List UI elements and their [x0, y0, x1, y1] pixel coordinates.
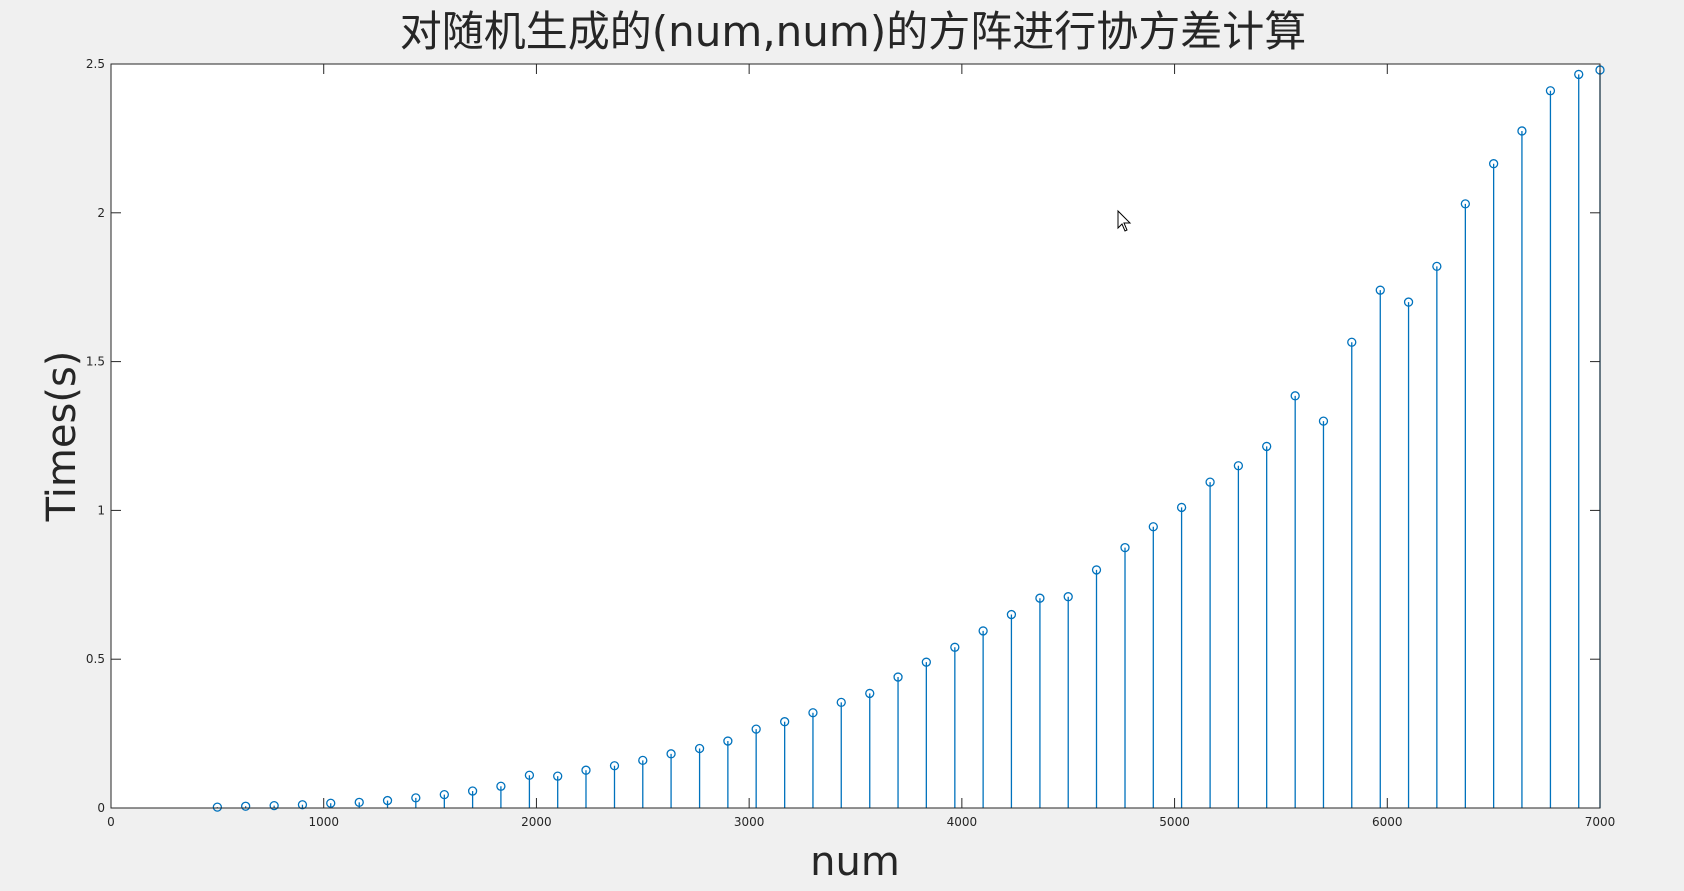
y-tick-label: 1.5	[86, 355, 105, 369]
stem-marker	[1262, 441, 1272, 452]
stem-marker	[609, 761, 620, 771]
stem-marker	[1517, 126, 1527, 136]
y-axis-label: Times(s)	[39, 351, 85, 523]
y-tick-label: 0.5	[86, 652, 105, 666]
stem-marker	[524, 770, 535, 780]
stem-marker	[666, 749, 676, 759]
x-tick-label: 5000	[1159, 815, 1190, 829]
stem-marker	[1347, 337, 1357, 347]
y-tick-label: 0	[97, 801, 105, 815]
stem-marker	[1290, 391, 1300, 401]
stem-marker	[893, 672, 903, 682]
x-axis-label: num	[810, 839, 900, 885]
stem-marker	[297, 800, 308, 810]
y-tick-label: 2	[97, 206, 105, 220]
stem-marker	[978, 626, 988, 636]
x-tick-label: 4000	[947, 815, 978, 829]
x-axis-ticks: 0 1000 2000 3000 4000 5000 6000 7000	[107, 64, 1615, 829]
stem-marker	[240, 801, 251, 811]
stem-marker	[780, 717, 790, 727]
stem-marker	[1063, 592, 1073, 602]
axes-box	[110, 63, 1601, 809]
stem-marker	[1574, 69, 1584, 80]
stem-marker	[1545, 86, 1556, 96]
stem-marker	[1432, 261, 1442, 272]
stem-marker	[1205, 477, 1215, 487]
stem-marker	[865, 688, 875, 699]
stem-marker	[1176, 502, 1187, 513]
y-tick-label: 1	[97, 503, 105, 517]
stem-marker	[723, 736, 733, 746]
stem-marker	[694, 743, 705, 754]
stem-marker	[638, 755, 648, 766]
stem-marker	[808, 708, 818, 718]
stem-marker	[1233, 461, 1244, 471]
stem-marker	[553, 771, 563, 781]
y-tick-label: 2.5	[86, 57, 105, 71]
stem-marker	[382, 795, 393, 806]
stem-marker	[212, 802, 223, 812]
stem-marker	[1460, 199, 1471, 209]
stem-marker	[1006, 609, 1017, 620]
stem-marker	[950, 642, 960, 652]
stem-marker	[467, 786, 478, 796]
stem-marker	[411, 793, 421, 803]
plot-area	[111, 64, 1600, 808]
stem-marker	[326, 798, 336, 808]
stem-marker	[921, 657, 931, 667]
x-tick-label: 3000	[734, 815, 765, 829]
stem-marker	[1403, 297, 1414, 307]
stem-marker	[1035, 593, 1045, 603]
x-tick-label: 6000	[1372, 815, 1403, 829]
mouse-cursor-icon	[1117, 209, 1132, 232]
stem-marker	[1148, 522, 1158, 532]
x-tick-label: 1000	[308, 815, 339, 829]
stem-marker	[496, 781, 506, 791]
x-tick-label: 2000	[521, 815, 552, 829]
stem-marker	[581, 765, 591, 775]
stem-marker	[269, 800, 279, 811]
y-axis-ticks: 0 0.5 1 1.5 2 2.5	[86, 57, 1600, 815]
stem-marker	[1375, 285, 1385, 295]
stem-marker	[836, 697, 846, 708]
stem-marker	[1091, 565, 1102, 575]
x-tick-label: 0	[107, 815, 115, 829]
x-tick-label: 7000	[1585, 815, 1616, 829]
chart-title: 对随机生成的(num,num)的方阵进行协方差计算	[400, 7, 1306, 56]
stem-series	[212, 65, 1605, 812]
stem-marker	[1318, 416, 1329, 426]
stem-marker	[439, 789, 449, 800]
stem-marker	[354, 797, 364, 807]
stem-marker	[1120, 542, 1130, 553]
stem-marker	[1488, 159, 1499, 169]
stem-marker	[751, 724, 761, 734]
